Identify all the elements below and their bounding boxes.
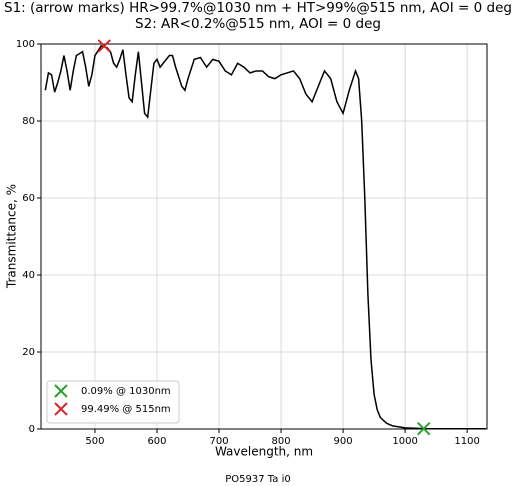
marker [97, 39, 111, 53]
legend-label: 99.49% @ 515nm [81, 404, 171, 415]
x-tick-label: 900 [334, 436, 353, 447]
x-tick-label: 1000 [392, 436, 417, 447]
caption: PO5937 Ta i0 [225, 474, 290, 485]
x-tick-label: 1100 [454, 436, 479, 447]
y-tick-label: 0 [29, 424, 35, 435]
y-tick-label: 100 [16, 39, 35, 50]
marker [417, 421, 431, 436]
x-tick-label: 600 [147, 436, 166, 447]
x-axis-label: Wavelength, nm [215, 445, 313, 459]
x-tick-label: 800 [272, 436, 291, 447]
legend-label: 0.09% @ 1030nm [81, 386, 171, 397]
legend-marker [54, 402, 68, 416]
legend-box [46, 380, 180, 424]
legend-marker [54, 384, 68, 398]
chart-subtitle: S2: AR<0.2%@515 nm, AOI = 0 deg [135, 16, 381, 32]
y-tick-label: 40 [22, 270, 35, 281]
x-tick-label: 500 [85, 436, 104, 447]
series-line [44, 45, 486, 430]
x-tick-label: 700 [209, 436, 228, 447]
plot-frame [40, 43, 488, 430]
y-tick-label: 80 [22, 116, 35, 127]
chart-title: S1: (arrow marks) HR>99.7%@1030 nm + HT>… [4, 0, 512, 16]
y-axis-label: Transmittance, % [5, 184, 19, 289]
y-tick-label: 20 [22, 347, 35, 358]
y-tick-label: 60 [22, 193, 35, 204]
